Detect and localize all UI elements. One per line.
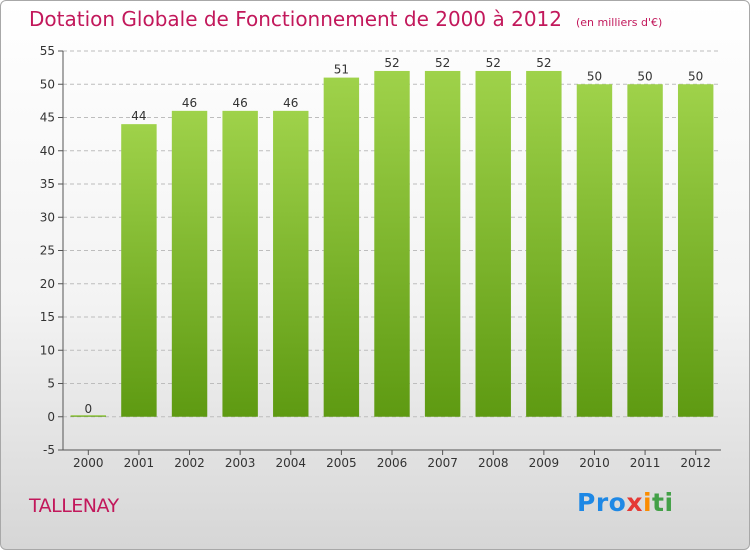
- chart-title-text: Dotation Globale de Fonctionnement de 20…: [29, 7, 562, 31]
- bar: [323, 77, 360, 417]
- y-tick-label: 40: [40, 144, 55, 158]
- y-tick-label: 35: [40, 177, 55, 191]
- data-label: 46: [182, 96, 197, 110]
- bar: [222, 110, 258, 417]
- data-label: 52: [435, 56, 450, 70]
- y-tick-label: 30: [40, 210, 55, 224]
- x-tick-label: 2011: [630, 456, 661, 470]
- x-tick-label: 2009: [529, 456, 560, 470]
- data-label: 52: [486, 56, 501, 70]
- bar: [374, 70, 410, 417]
- x-tick-label: 2008: [478, 456, 509, 470]
- chart-title: Dotation Globale de Fonctionnement de 20…: [29, 7, 662, 31]
- y-tick-label: 20: [40, 277, 55, 291]
- y-tick-label: 5: [47, 377, 55, 391]
- y-tick-label: 45: [40, 111, 55, 125]
- data-label: 51: [334, 63, 349, 77]
- y-tick-label: 50: [40, 77, 55, 91]
- chart-unit: (en milliers d'€): [576, 16, 663, 29]
- data-label: 46: [283, 96, 298, 110]
- proxiti-logo: Proxiti: [577, 488, 674, 517]
- y-tick-label: 10: [40, 343, 55, 357]
- bar: [627, 84, 663, 417]
- bar: [576, 84, 613, 417]
- data-label: 50: [637, 69, 652, 83]
- data-label: 52: [536, 56, 551, 70]
- y-tick-label: 0: [47, 410, 55, 424]
- data-label: 50: [688, 69, 703, 83]
- data-label: 46: [233, 96, 248, 110]
- x-tick-label: 2012: [680, 456, 711, 470]
- x-tick-label: 2007: [427, 456, 458, 470]
- logo-part: x: [626, 488, 643, 517]
- x-tick-label: 2010: [579, 456, 610, 470]
- data-label: 52: [384, 56, 399, 70]
- logo-part: ti: [652, 488, 674, 517]
- x-tick-label: 2002: [174, 456, 205, 470]
- x-tick-label: 2005: [326, 456, 357, 470]
- x-tick-label: 2003: [225, 456, 256, 470]
- data-label: 0: [84, 402, 92, 416]
- bar: [424, 70, 461, 417]
- y-tick-label: 15: [40, 310, 55, 324]
- bar: [526, 70, 562, 417]
- bar: [171, 110, 208, 417]
- y-tick-label: 25: [40, 244, 55, 258]
- town-name: TALLENAY: [29, 495, 119, 517]
- bar: [273, 110, 309, 417]
- x-tick-label: 2006: [377, 456, 408, 470]
- x-tick-label: 2004: [275, 456, 306, 470]
- bar: [70, 415, 107, 417]
- data-label: 44: [131, 109, 146, 123]
- y-tick-label: -5: [43, 443, 55, 457]
- data-label: 50: [587, 69, 602, 83]
- bar: [677, 84, 714, 417]
- bar: [475, 70, 511, 417]
- x-tick-label: 2000: [73, 456, 104, 470]
- x-tick-label: 2001: [124, 456, 155, 470]
- bar: [121, 124, 157, 417]
- y-tick-label: 55: [40, 44, 55, 58]
- logo-part: Pro: [577, 488, 627, 517]
- logo-part: i: [642, 488, 653, 517]
